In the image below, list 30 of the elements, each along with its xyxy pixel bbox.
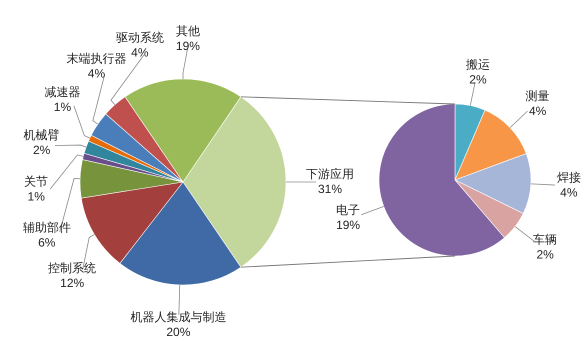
data-label: 31% xyxy=(318,182,342,196)
slice-label: 辅助部件 xyxy=(22,220,71,235)
slice-label: 机器人集成与制造 xyxy=(130,310,226,324)
data-label: 19% xyxy=(336,218,360,232)
slice-label: 驱动系统 xyxy=(116,30,164,44)
data-label: 4% xyxy=(88,66,106,80)
slice-label: 机械臂 xyxy=(24,128,60,142)
slice-label: 减速器 xyxy=(44,85,80,100)
data-label: 2% xyxy=(32,142,51,157)
data-label: 2% xyxy=(469,72,487,86)
slice-label: 末端执行器 xyxy=(66,51,126,66)
data-label: 1% xyxy=(54,100,72,114)
slice-label: 关节 xyxy=(24,174,48,189)
data-label: 2% xyxy=(536,247,554,262)
data-label: 20% xyxy=(166,324,191,339)
data-label: 4% xyxy=(560,186,578,200)
slice-label: 下游应用 xyxy=(306,167,354,181)
slice-label: 搬运 xyxy=(466,57,490,72)
slice-label: 其他 xyxy=(176,24,200,38)
data-label: 12% xyxy=(60,276,85,290)
data-label: 4% xyxy=(131,45,149,60)
data-label: 19% xyxy=(176,39,200,54)
slice-label: 焊接 xyxy=(556,170,581,185)
slice-label: 电子 xyxy=(336,203,360,218)
slice-label: 控制系统 xyxy=(48,260,96,275)
data-label: 1% xyxy=(28,190,46,204)
data-label: 4% xyxy=(528,104,547,118)
data-label: 6% xyxy=(38,236,56,250)
slice-label: 车辆 xyxy=(533,232,558,246)
slice-label: 测量 xyxy=(526,89,550,104)
